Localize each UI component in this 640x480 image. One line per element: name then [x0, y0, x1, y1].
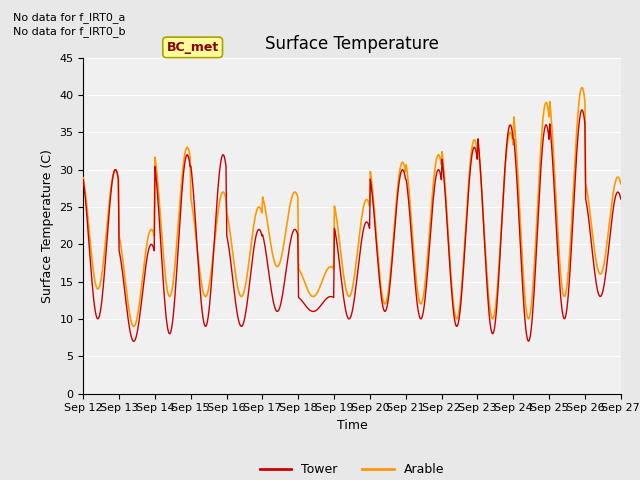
Text: No data for f_IRT0_b: No data for f_IRT0_b — [13, 26, 125, 37]
Y-axis label: Surface Temperature (C): Surface Temperature (C) — [41, 149, 54, 302]
Legend: Tower, Arable: Tower, Arable — [255, 458, 449, 480]
Text: BC_met: BC_met — [166, 41, 219, 54]
Title: Surface Temperature: Surface Temperature — [265, 35, 439, 53]
X-axis label: Time: Time — [337, 419, 367, 432]
Text: No data for f_IRT0_a: No data for f_IRT0_a — [13, 12, 125, 23]
